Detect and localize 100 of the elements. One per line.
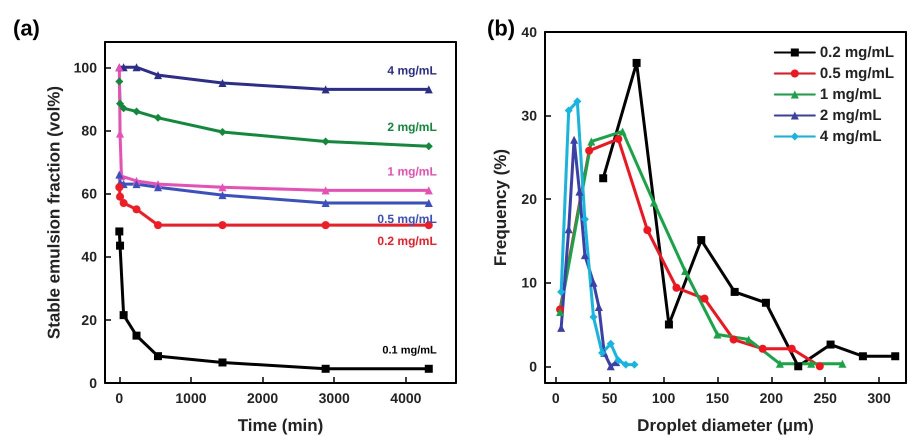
point [218, 191, 226, 200]
point [154, 221, 162, 230]
point [618, 127, 627, 136]
point [154, 71, 162, 80]
point [606, 362, 615, 370]
point [115, 77, 124, 86]
point [132, 180, 141, 188]
point [424, 364, 433, 373]
point [681, 267, 690, 276]
point [218, 183, 226, 192]
point [218, 358, 226, 366]
x-tick-label: 3000 [318, 390, 350, 406]
y-tick-label: 30 [521, 108, 538, 124]
point [730, 288, 739, 296]
y-tick-label: 10 [521, 274, 538, 291]
point [730, 336, 738, 344]
point [632, 58, 641, 67]
series-label: 0.2 mg/mL [377, 234, 437, 248]
point [120, 199, 128, 208]
point [700, 294, 708, 303]
point [218, 221, 226, 230]
x-axis-title: Droplet diameter (μm) [637, 416, 814, 435]
legend-label: 4 mg/mL [820, 128, 882, 145]
point [858, 352, 867, 360]
point [115, 183, 124, 192]
point [758, 344, 767, 353]
point [132, 332, 141, 340]
point [132, 107, 141, 116]
series-label: 1 mg/mL [387, 164, 437, 178]
legend-label: 1 mg/mL [820, 86, 882, 103]
point [585, 146, 594, 155]
point [816, 362, 824, 370]
point [794, 362, 802, 370]
point [587, 137, 596, 146]
point [424, 199, 433, 208]
point [762, 298, 770, 307]
point [599, 174, 608, 182]
point [643, 226, 652, 234]
point [154, 352, 162, 360]
y-axis-title: Frequency (%) [491, 148, 510, 266]
point [570, 136, 578, 144]
point [606, 340, 615, 348]
point [650, 198, 658, 206]
point [664, 320, 673, 328]
x-tick-label: 0 [115, 390, 124, 406]
point [424, 186, 433, 194]
point [322, 364, 330, 373]
point [116, 192, 124, 201]
point [713, 330, 722, 339]
series-label: 2 mg/mL [387, 120, 437, 134]
point [120, 104, 128, 112]
x-tick-label: 250 [814, 390, 838, 406]
point [580, 215, 589, 224]
point [322, 85, 330, 94]
x-tick-label: 2000 [247, 390, 278, 406]
x-tick-label: 300 [867, 390, 891, 406]
point [322, 186, 330, 194]
x-tick-label: 150 [706, 390, 730, 406]
y-tick-label: 100 [74, 59, 98, 76]
x-tick-label: 200 [760, 390, 784, 406]
y-tick-label: 80 [81, 122, 98, 138]
point [807, 360, 816, 368]
x-tick-label: 1000 [175, 390, 207, 406]
point [132, 63, 141, 72]
point [891, 352, 900, 360]
x-tick-label: 100 [652, 390, 676, 406]
x-tick-label: 4000 [390, 390, 422, 406]
point [218, 79, 226, 88]
y-tick-label: 0 [89, 375, 98, 391]
point [424, 85, 433, 94]
y-tick-label: 20 [81, 312, 98, 328]
point [120, 311, 128, 320]
y-tick-label: 0 [529, 358, 538, 374]
legend-label: 0.2 mg/mL [820, 44, 894, 61]
point [672, 284, 680, 292]
y-tick-label: 40 [521, 24, 538, 40]
series-label: 4 mg/mL [387, 63, 437, 78]
legend-label: 2 mg/mL [820, 107, 882, 124]
series-label: 0.5 mg/mL [377, 212, 437, 226]
x-tick-label: 0 [552, 390, 560, 406]
x-axis-title: Time (min) [238, 416, 324, 435]
point [115, 227, 124, 236]
y-axis-title: Stable emulsion fraction (vol%) [44, 86, 64, 340]
y-tick-label: 60 [81, 186, 98, 202]
chart-title: (a) [13, 16, 40, 40]
point [116, 242, 124, 250]
point [116, 100, 124, 108]
y-tick-label: 20 [521, 191, 538, 208]
point [154, 183, 162, 192]
x-tick-label: 50 [602, 390, 618, 406]
point [322, 221, 330, 230]
point [776, 360, 784, 368]
point [154, 114, 162, 122]
point [614, 134, 622, 143]
point [132, 205, 141, 214]
point [788, 344, 796, 353]
point [556, 308, 564, 316]
chart-title: (b) [487, 16, 516, 40]
point [838, 360, 846, 368]
series-label: 0.1 mg/mL [382, 344, 438, 356]
